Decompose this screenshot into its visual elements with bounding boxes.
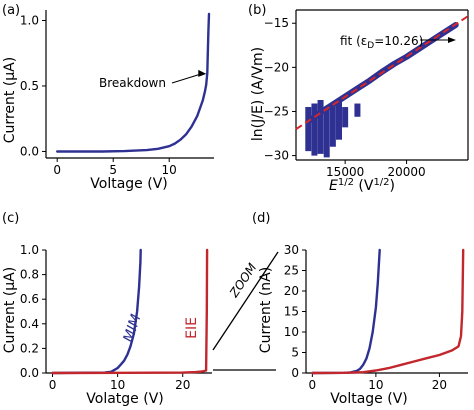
ylabel-c: Current (μA) [2,267,18,353]
xlabel-b: E1/2 (V1/2) [329,177,395,194]
y-tick-label: 0.8 [20,268,39,282]
y-tick-label: 1.0 [20,13,39,27]
x-tick-label: 0 [49,378,57,392]
y-tick-label: 1.0 [20,243,39,257]
y-tick-label: 30 [284,243,299,257]
fit-arrowhead [448,37,456,43]
series-label-mim: MIM [121,312,145,344]
x-tick-label: 20 [175,378,190,392]
y-tick-label: 0.5 [20,79,39,93]
series-line-1 [311,248,465,375]
x-tick-label: 15000 [326,165,364,179]
y-tick-label: 0.0 [20,144,39,158]
y-tick-label: −20 [264,60,289,74]
x-tick-label: 10 [110,378,125,392]
y-tick-label: 20 [284,284,299,298]
chart-c: 0 10 20 0.0 0.2 0.4 0.6 0.8 1.0 [20,243,212,392]
y-tick-label: 0.4 [20,317,39,331]
xlabel-c: Volatge (V) [86,391,163,407]
x-tick-label: 5 [109,163,117,177]
zoom-label: ZOOM [226,260,259,300]
y-tick-label: 0 [291,366,299,380]
x-tick-label: 0 [309,378,317,392]
y-tick-label: 25 [284,264,299,278]
y-tick-label: 0.2 [20,341,39,355]
ylabel-b: ln(J/E) (A/Vm) [250,47,266,141]
ylabel-d: Current (nA) [258,267,274,353]
ylabel-a: Current (μA) [2,57,18,143]
xlabel-d: Voltage (V) [330,391,407,407]
y-tick-label: 15 [284,305,299,319]
x-tick-label: 10 [162,163,177,177]
y-tick-label: 5 [291,346,299,360]
x-tick-label: 20000 [387,165,425,179]
panel-label-a: (a) [2,3,20,18]
panel-label-c: (c) [2,211,19,226]
y-tick-label: −30 [264,149,289,163]
x-tick-label: 20 [432,378,447,392]
annotation-breakdown: Breakdown [99,76,166,90]
chart-d: 0 10 20 0 5 10 15 20 25 30 [284,243,468,392]
fit-line [295,15,469,130]
y-tick-label: 0.0 [20,366,39,380]
xlabel-a: Voltage (V) [90,176,167,192]
annotation-fit: fit (εD=10.26) [340,34,423,51]
y-tick-label: 10 [284,325,299,339]
breakdown-arrowhead [198,69,207,77]
series-line-1 [51,248,209,375]
chart-a: 0 5 10 0.0 0.5 1.0 [20,10,214,177]
panel-label-d: (d) [252,211,270,226]
series-line-0 [51,248,142,375]
series-line-0 [56,12,211,153]
x-tick-label: 0 [53,163,61,177]
series-label-eie: EIE [184,317,200,339]
panel-label-b: (b) [248,3,266,18]
x-tick-label: 10 [368,378,383,392]
breakdown-arrow [171,73,202,84]
y-tick-label: −25 [264,104,289,118]
zoom-line-top [212,251,279,351]
y-tick-label: 0.6 [20,292,39,306]
y-tick-label: −15 [264,16,289,30]
series-line-0 [311,248,381,375]
chart-b: 15000 20000 −30 −25 −20 −15 [264,9,469,179]
